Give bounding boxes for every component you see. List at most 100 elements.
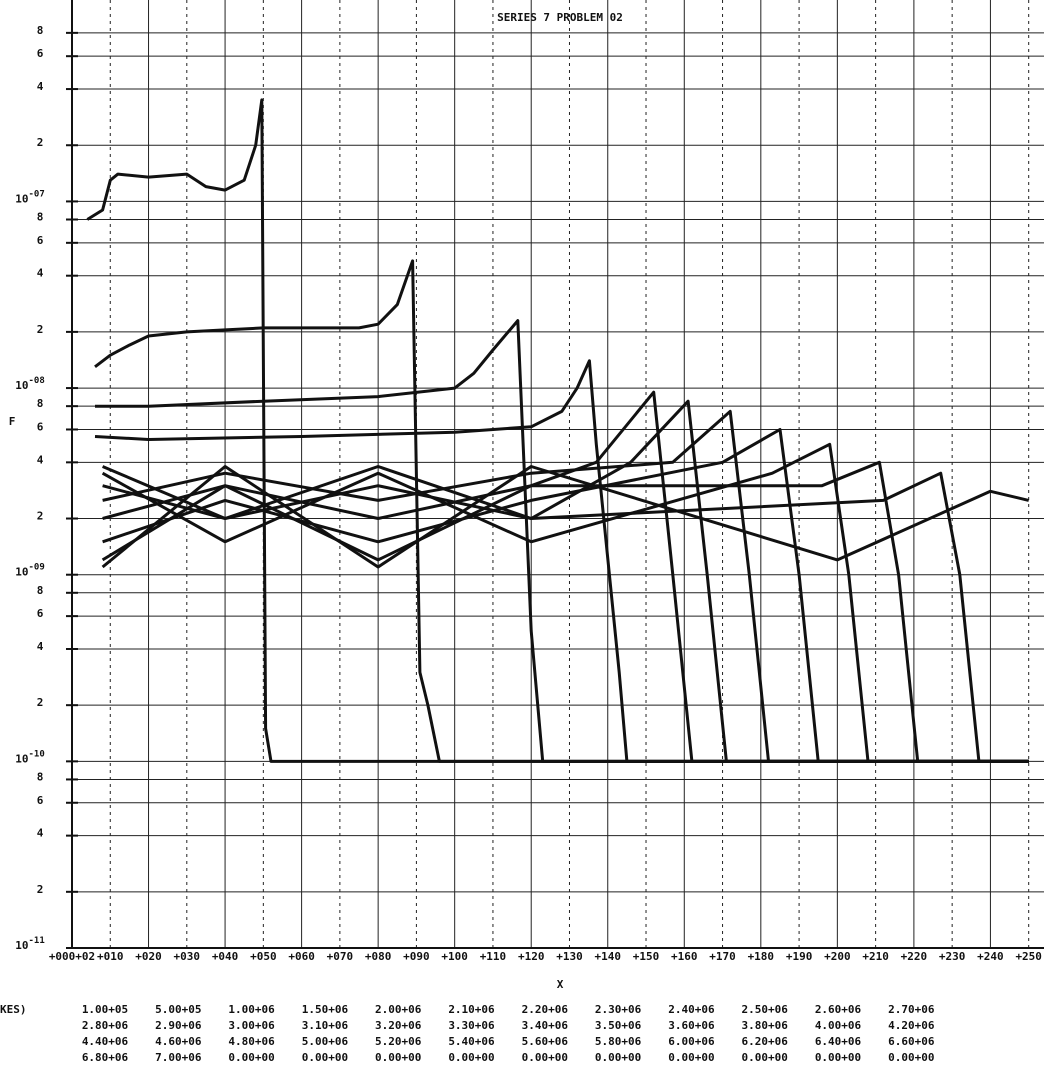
y-tick-label: 4 <box>37 827 44 840</box>
x-tick-label: +170 <box>709 950 736 963</box>
series-line <box>94 359 1029 763</box>
y-tick-label-base: 10 <box>15 566 28 579</box>
time-value: 6.00+06 <box>668 1035 715 1048</box>
y-tick-label: 8 <box>37 211 44 224</box>
time-value: 0.00+00 <box>228 1051 274 1064</box>
x-tick-label: +190 <box>786 950 813 963</box>
time-value: 4.80+06 <box>228 1035 275 1048</box>
y-tick-label: 6 <box>37 607 44 620</box>
y-tick-label: 10-08 <box>15 376 45 393</box>
y-tick-label: 10-11 <box>15 936 45 953</box>
time-value: 0.00+00 <box>302 1051 348 1064</box>
y-tick-label-base: 4 <box>37 267 44 280</box>
x-tick-label: +030 <box>174 950 201 963</box>
time-value: 6.20+06 <box>742 1035 789 1048</box>
time-value: 2.30+06 <box>595 1003 642 1016</box>
x-tick-label: +230 <box>939 950 966 963</box>
x-tick-label: +090 <box>403 950 430 963</box>
time-value: 0.00+00 <box>448 1051 494 1064</box>
y-axis-label: F <box>9 415 16 428</box>
x-tick-label: +110 <box>480 950 507 963</box>
y-tick-label-base: 6 <box>37 607 44 620</box>
time-value: 3.20+06 <box>375 1019 422 1032</box>
y-tick-label-exponent: -07 <box>28 189 44 199</box>
y-tick-label: 4 <box>37 453 44 466</box>
time-value: 0.00+00 <box>595 1051 641 1064</box>
y-tick-label: 2 <box>37 696 44 709</box>
time-value: 3.80+06 <box>742 1019 789 1032</box>
y-tick-label-base: 4 <box>37 640 44 653</box>
y-tick-label-base: 2 <box>37 510 44 523</box>
series-line <box>102 428 1029 763</box>
x-tick-label: +120 <box>518 950 545 963</box>
x-tick-label: +200 <box>824 950 851 963</box>
series-line <box>95 319 1029 763</box>
time-value: 2.70+06 <box>888 1003 935 1016</box>
time-value: 0.00+00 <box>668 1051 714 1064</box>
time-value: 5.20+06 <box>375 1035 422 1048</box>
time-value: 3.00+06 <box>228 1019 275 1032</box>
y-tick-label: 8 <box>37 770 44 783</box>
y-tick-label-base: 10 <box>15 752 28 765</box>
x-tick-label: +080 <box>365 950 392 963</box>
time-value: 2.50+06 <box>742 1003 789 1016</box>
y-tick-label-base: 2 <box>37 883 44 896</box>
y-tick-label: 6 <box>37 794 44 807</box>
x-tick-label: +130 <box>556 950 583 963</box>
x-tick-label: +240 <box>977 950 1004 963</box>
time-value: 6.40+06 <box>815 1035 862 1048</box>
x-tick-label: +070 <box>327 950 354 963</box>
y-tick-label: 2 <box>37 883 44 896</box>
y-tick-label: 4 <box>37 80 44 93</box>
x-axis-label: X <box>557 978 564 991</box>
series-line <box>102 399 1029 763</box>
x-tick-label: +060 <box>288 950 315 963</box>
time-value: 0.00+00 <box>815 1051 861 1064</box>
y-tick-label-base: 6 <box>37 794 44 807</box>
time-value: 0.00+00 <box>888 1051 934 1064</box>
x-tick-label: +160 <box>671 950 698 963</box>
y-tick-label-base: 8 <box>37 397 44 410</box>
time-value: 6.80+06 <box>82 1051 129 1064</box>
y-tick-label-base: 6 <box>37 420 44 433</box>
time-value: 4.20+06 <box>888 1019 935 1032</box>
series-line <box>102 409 1029 763</box>
y-tick-label: 4 <box>37 640 44 653</box>
time-value: 5.00+05 <box>155 1003 201 1016</box>
time-value: 3.50+06 <box>595 1019 642 1032</box>
y-tick-label-base: 2 <box>37 136 44 149</box>
y-tick-label-base: 8 <box>37 211 44 224</box>
x-tick-label: +210 <box>862 950 889 963</box>
y-tick-label-base: 8 <box>37 770 44 783</box>
time-value: 0.00+00 <box>375 1051 421 1064</box>
x-tick-label: +220 <box>901 950 928 963</box>
time-value: 2.00+06 <box>375 1003 422 1016</box>
y-tick-label: 10-10 <box>15 749 45 766</box>
y-tick-label: 4 <box>37 267 44 280</box>
series-line <box>101 442 1029 763</box>
y-tick-label: 8 <box>37 584 44 597</box>
y-tick-label-exponent: -11 <box>28 936 44 946</box>
times-label: KES) <box>0 1003 27 1016</box>
x-tick-label: +010 <box>97 950 124 963</box>
time-value: 2.10+06 <box>448 1003 495 1016</box>
time-value: 4.00+06 <box>815 1019 862 1032</box>
y-tick-label-base: 2 <box>37 323 44 336</box>
y-tick-label: 10-09 <box>15 562 45 579</box>
time-value: 1.50+06 <box>302 1003 349 1016</box>
y-tick-label-base: 4 <box>37 80 44 93</box>
time-value: 3.40+06 <box>522 1019 569 1032</box>
y-tick-label: 2 <box>37 323 44 336</box>
time-value: 5.40+06 <box>448 1035 495 1048</box>
time-value: 0.00+00 <box>522 1051 568 1064</box>
time-value: 7.00+06 <box>155 1051 202 1064</box>
time-value: 2.40+06 <box>668 1003 715 1016</box>
y-tick-label: 6 <box>37 420 44 433</box>
x-tick-label: +180 <box>748 950 775 963</box>
y-tick-label-base: 10 <box>15 192 28 205</box>
time-value: 5.00+06 <box>302 1035 349 1048</box>
time-value: 1.00+05 <box>82 1003 128 1016</box>
time-value: 3.10+06 <box>302 1019 349 1032</box>
time-value: 2.20+06 <box>522 1003 569 1016</box>
time-value: 4.40+06 <box>82 1035 129 1048</box>
